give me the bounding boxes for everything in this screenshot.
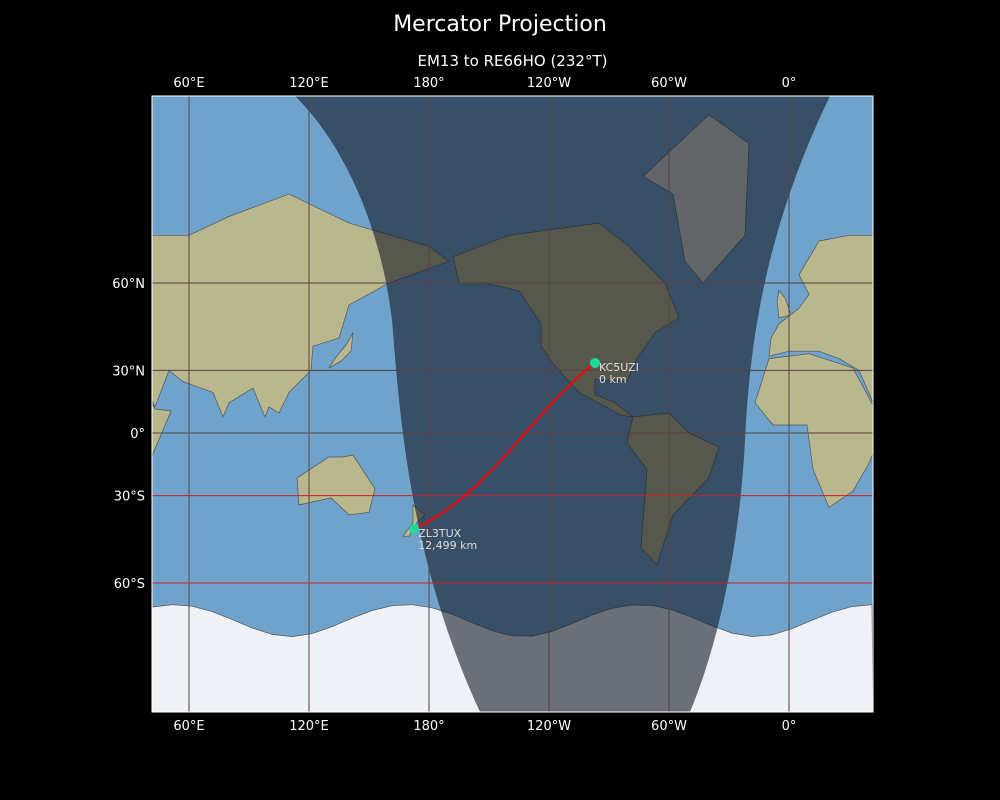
great-circle-path (413, 362, 596, 530)
landmass-eurasia (768, 234, 873, 404)
bottom-lon-tick-label: 60°W (651, 719, 687, 734)
bottom-lon-tick-label: 120°W (527, 719, 571, 734)
lat-tick-label: 60°N (112, 277, 145, 292)
map-frame (151, 95, 874, 713)
top-lon-tick-label: 120°E (289, 76, 329, 91)
bottom-lon-tick-label: 60°E (173, 719, 204, 734)
landmass-japan (328, 332, 354, 369)
landmass-africa (754, 353, 873, 508)
chart-subtitle: EM13 to RE66HO (232°T) (417, 52, 608, 70)
landmass-africa (152, 402, 172, 457)
station-callsign: KC5UZI (599, 361, 639, 374)
bottom-lon-tick-label: 120°E (289, 719, 329, 734)
top-lon-tick-label: 120°W (527, 76, 571, 91)
top-lon-tick-label: 180° (413, 76, 444, 91)
station-marker (409, 523, 420, 534)
bottom-lon-tick-label: 180° (413, 719, 444, 734)
top-lon-tick-label: 60°W (651, 76, 687, 91)
top-lon-tick-label: 60°E (173, 76, 204, 91)
chart-title: Mercator Projection (393, 12, 607, 37)
station-distance: 0 km (599, 373, 627, 386)
bottom-lon-tick-label: 0° (782, 719, 797, 734)
top-lon-tick-label: 0° (782, 76, 797, 91)
station-distance: 12,499 km (418, 539, 477, 552)
lat-tick-label: 60°S (114, 577, 145, 592)
landmass-eurasia (152, 193, 450, 418)
lat-tick-label: 0° (130, 427, 145, 442)
gridlines (152, 96, 873, 712)
station-marker (590, 357, 600, 368)
lat-tick-label: 30°S (114, 490, 145, 505)
landmass-australia (296, 454, 376, 516)
landmass-britain (57, 291, 71, 318)
landmass-greenland (0, 115, 29, 283)
station-callsign: ZL3TUX (418, 527, 461, 540)
axis-ticks: 60°E 60°E 120°E 120°E 180° 180° 120°W 120°W 60°W… (112, 76, 796, 734)
lat-tick-label: 30°N (112, 364, 145, 379)
